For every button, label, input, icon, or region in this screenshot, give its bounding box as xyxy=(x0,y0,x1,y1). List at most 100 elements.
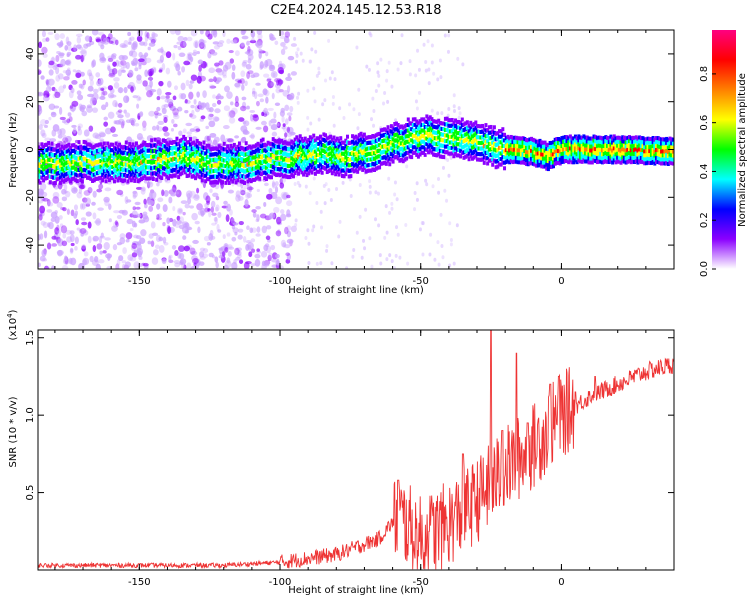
spectrogram-ridge-cell xyxy=(472,122,476,127)
spectrogram-noise-cell xyxy=(214,108,221,114)
spectrogram-ridge-cell xyxy=(67,159,71,164)
spectrogram-ridge-cell xyxy=(84,173,88,178)
spectrogram-noise-cell xyxy=(211,142,215,148)
spectrogram-noise-cell xyxy=(250,238,256,243)
spectrogram-ridge-cell xyxy=(516,136,520,141)
spectrogram-ridge-cell xyxy=(67,165,71,170)
spectrogram-ridge-cell xyxy=(112,151,116,156)
spectrogram-ridge-cell xyxy=(318,134,322,139)
spectrogram-ridge-cell xyxy=(497,129,501,134)
spectrogram-ridge-cell xyxy=(491,134,495,139)
spectrogram-ridge-cell xyxy=(452,131,456,136)
spectrogram-ridge-cell xyxy=(538,162,542,167)
spectrogram-ridge-cell xyxy=(506,134,510,139)
spectrogram-ridge-cell xyxy=(406,128,410,133)
spectrogram-ridge-cell xyxy=(256,164,260,169)
spectrogram-ridge-cell xyxy=(60,178,64,183)
spectrogram-ridge-cell xyxy=(582,150,586,155)
spectrogram-noise-cell xyxy=(186,131,193,135)
spectrogram-noise-cell xyxy=(104,198,110,207)
spectrogram-ridge-cell xyxy=(197,174,201,179)
spectrogram-ridge-cell xyxy=(543,164,547,169)
spectrogram-ridge-cell xyxy=(452,126,456,131)
spectrogram-ridge-cell xyxy=(362,132,366,137)
spectrogram-ridge-cell xyxy=(102,152,106,157)
spectrogram-ridge-cell xyxy=(400,141,404,146)
spectrogram-ridge-cell xyxy=(354,140,358,145)
spectrogram-noise-cell xyxy=(71,124,77,128)
spectrogram-ridge-cell xyxy=(660,153,664,158)
spectrogram-ridge-cell xyxy=(670,157,674,162)
spectrogram-noise-cell xyxy=(56,42,64,47)
spectrogram-ridge-cell xyxy=(666,146,670,151)
spectrogram-noise-cell xyxy=(187,197,192,205)
spectrogram-ridge-cell xyxy=(146,143,150,148)
spectrogram-noise-cell xyxy=(123,109,127,114)
spectrogram-noise-cell xyxy=(293,181,297,186)
spectrogram-ridge-cell xyxy=(84,168,88,173)
spectrogram-ridge-cell xyxy=(219,151,223,156)
spectrogram-ridge-cell xyxy=(194,142,198,147)
spectrogram-ridge-cell xyxy=(55,171,59,176)
spectrogram-ridge-cell xyxy=(258,160,262,165)
spectrogram-noise-cell xyxy=(374,190,378,195)
spectrogram-ridge-cell xyxy=(116,178,120,183)
spectrogram-ridge-cell xyxy=(313,171,317,176)
spectrogram-ridge-cell xyxy=(175,159,179,164)
spectrogram-ridge-cell xyxy=(190,141,194,146)
spectrogram-ridge-cell xyxy=(340,146,344,151)
spectrogram-ridge-cell xyxy=(646,140,650,145)
spectrogram-ridge-cell xyxy=(96,154,100,159)
spectrogram-ridge-cell xyxy=(84,162,88,167)
spectrogram-noise-cell xyxy=(443,188,447,193)
spectrogram-ridge-cell xyxy=(504,144,508,149)
spectrogram-ridge-cell xyxy=(666,138,670,143)
spectrogram-ridge-cell xyxy=(119,167,123,172)
spectrogram-ridge-cell xyxy=(114,147,118,152)
spectrogram-ridge-cell xyxy=(276,155,280,160)
spectrogram-ridge-cell xyxy=(514,151,518,156)
spectrogram-ridge-cell xyxy=(236,172,240,177)
spectrogram-ridge-cell xyxy=(545,166,549,171)
spectrogram-noise-cell xyxy=(95,263,101,269)
spectrogram-ridge-cell xyxy=(161,166,165,171)
spectrogram-noise-cell xyxy=(390,206,394,211)
spectrogram-ridge-cell xyxy=(290,156,294,161)
spectrogram-noise-cell xyxy=(57,134,63,139)
spectrogram-ridge-cell xyxy=(518,144,522,149)
spectrogram-ridge-cell xyxy=(367,146,371,151)
spectrogram-ridge-cell xyxy=(204,145,208,150)
spectrogram-noise-cell xyxy=(65,36,70,45)
spectrogram-noise-cell xyxy=(88,74,94,81)
spectrogram-ridge-cell xyxy=(506,142,510,147)
spectrogram-noise-cell xyxy=(327,38,331,43)
spectrogram-noise-cell xyxy=(236,247,243,252)
spectrogram-ridge-cell xyxy=(38,169,42,174)
spectrogram-ridge-cell xyxy=(337,155,341,160)
spectrogram-ridge-cell xyxy=(595,160,599,165)
spectrogram-ridge-cell xyxy=(148,165,152,170)
spectrogram-noise-cell xyxy=(284,132,288,138)
spectrogram-ridge-cell xyxy=(651,151,655,156)
spectrogram-noise-cell xyxy=(205,102,210,110)
spectrogram-ridge-cell xyxy=(129,172,133,177)
spectrogram-ridge-cell xyxy=(67,176,71,181)
spectrogram-noise-cell xyxy=(128,50,134,57)
spectrogram-noise-cell xyxy=(271,131,278,137)
spectrogram-ridge-cell xyxy=(654,159,658,164)
spectrogram-ridge-cell xyxy=(606,159,610,164)
spectrogram-ridge-cell xyxy=(339,152,343,157)
spectrogram-noise-cell xyxy=(43,230,48,239)
spectrogram-noise-cell xyxy=(237,228,244,233)
spectrogram-ridge-cell xyxy=(489,147,493,152)
spectrogram-ridge-cell xyxy=(92,167,96,172)
spectrogram-ridge-cell xyxy=(342,151,346,156)
spectrogram-ridge-cell xyxy=(221,163,225,168)
spectrogram-ridge-cell xyxy=(550,148,554,153)
spectrogram-ridge-cell xyxy=(237,141,241,146)
spectrogram-noise-cell xyxy=(168,196,173,204)
spectrogram-ridge-cell xyxy=(503,166,507,171)
spectrogram-ridge-cell xyxy=(430,139,434,144)
spectrogram-noise-cell xyxy=(178,130,183,137)
spectrogram-noise-cell xyxy=(151,257,159,265)
